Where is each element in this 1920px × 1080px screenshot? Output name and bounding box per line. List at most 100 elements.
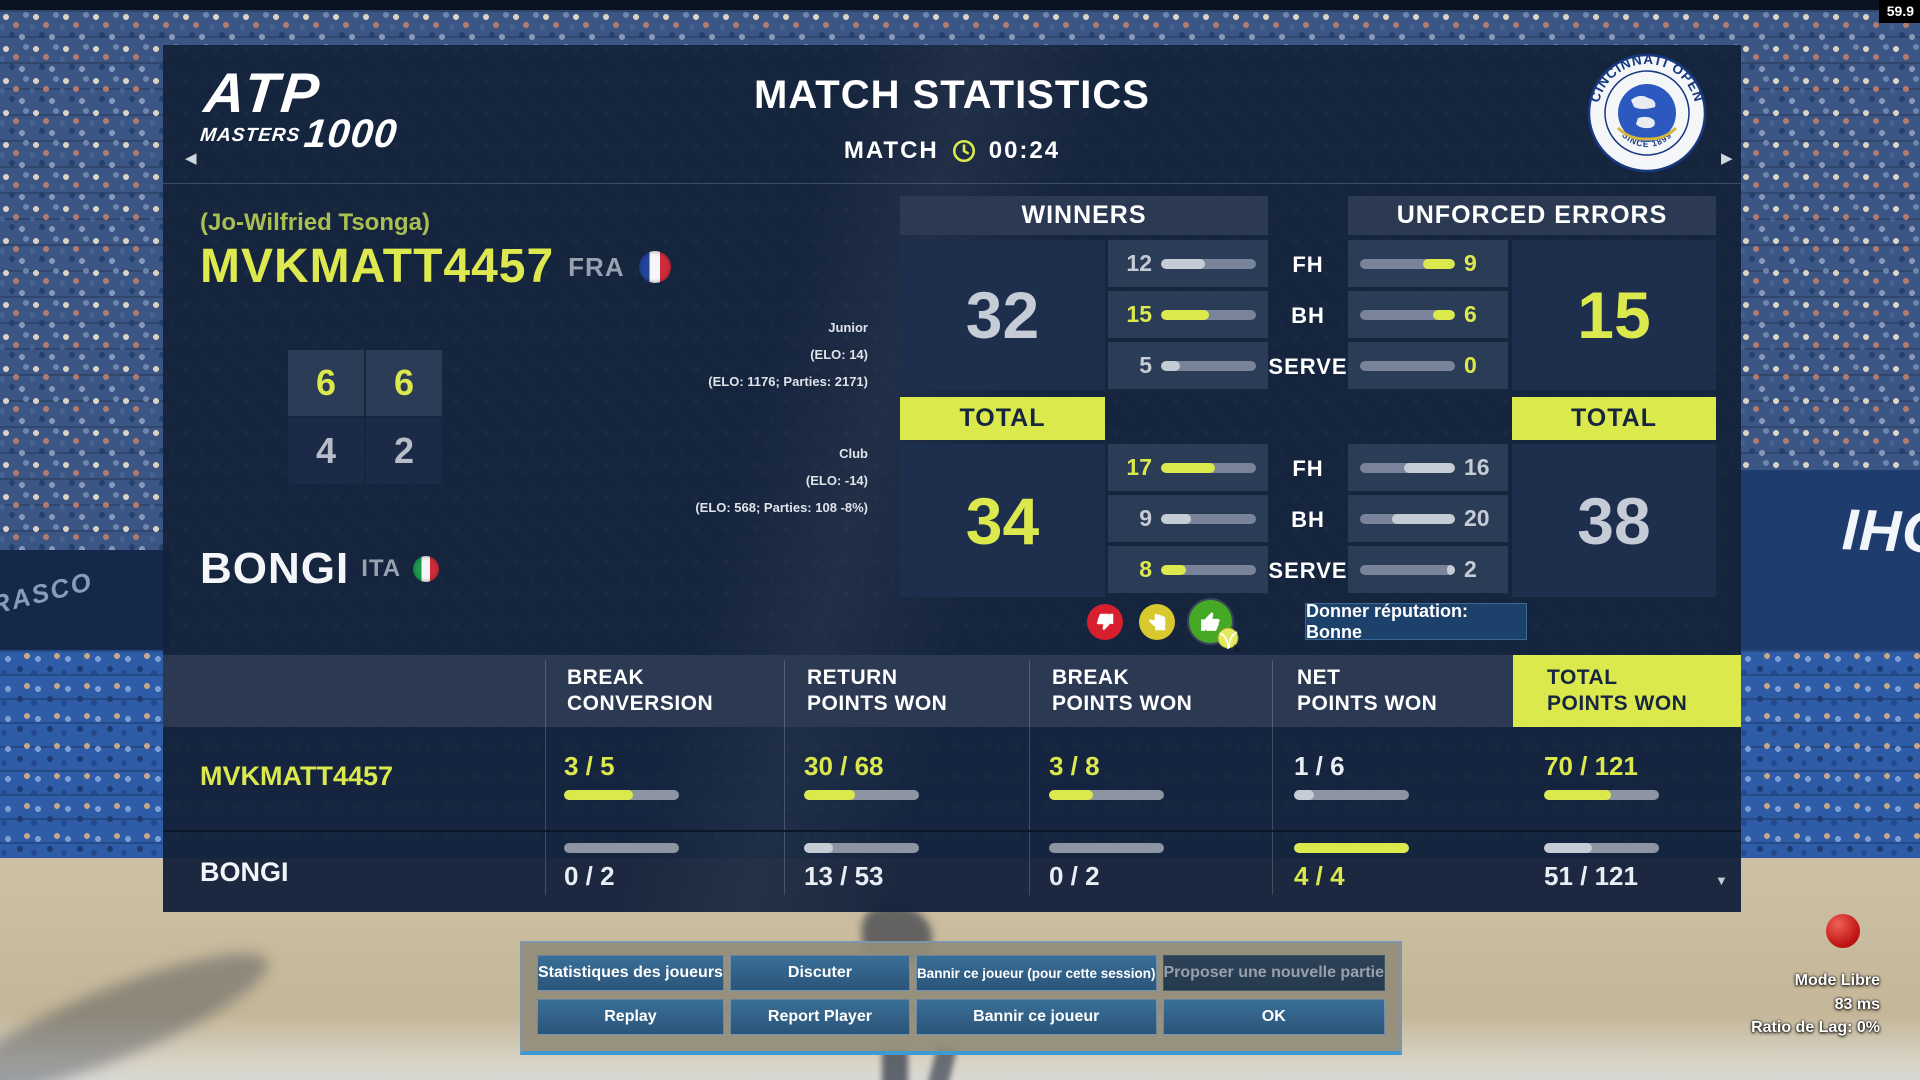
player1-elo-level: Junior [828,320,868,335]
bar-fill [564,790,633,800]
thumbs-down-button[interactable] [1087,604,1123,640]
thumbs-down-icon [1096,613,1114,631]
thumbs-neutral-icon [1148,613,1166,631]
thumbs-neutral-button[interactable] [1139,604,1175,640]
bar-fill [1294,790,1314,800]
report-player-button[interactable]: Report Player [729,999,910,1035]
unforced-p1-total: 15 [1512,240,1716,390]
winners-header: WINNERS [900,196,1268,235]
p2-total-points-won: 51 / 121 [1544,843,1724,892]
player2-elo-delta: (ELO: -14) [805,473,868,488]
player1-name: MVKMATT4457 [200,240,555,293]
p1-return-points-won: 30 / 68 [804,751,984,800]
bar-fill [804,843,833,853]
multiplayer-dialog: Statistiques des joueurs Discuter Bannir… [520,941,1402,1055]
bar-fill [1161,360,1180,371]
player1-elo-detail: (ELO: 1176; Parties: 2171) [708,374,868,389]
bar-fill [1403,462,1455,473]
bar-fill [1294,843,1409,853]
bar-fill [1161,258,1205,269]
player2-elo-info: Club (ELO: -14) (ELO: 568; Parties: 108 … [568,443,868,524]
bar-fill [1049,790,1093,800]
player1-elo-delta: (ELO: 14) [810,347,868,362]
match-label: MATCH [843,137,939,164]
p1-total-points-won: 70 / 121 [1544,751,1724,800]
nav-right-arrow[interactable]: ▶ [1721,150,1733,167]
replay-button[interactable]: Replay [537,999,724,1035]
unforced-p2-serve-bar: 2 [1348,546,1508,593]
set-score-grid: 6 6 4 2 [288,350,442,484]
match-time: 00:24 [988,137,1061,164]
column-divider [1272,660,1273,895]
player2-elo-detail: (ELO: 568; Parties: 108 -8%) [695,500,868,515]
unforced-errors-header: UNFORCED ERRORS [1348,196,1716,235]
bar-fill [1161,564,1186,575]
player-leg-shadow [882,1050,908,1080]
bar-fill [1392,513,1455,524]
page-title: MATCH STATISTICS [754,73,1150,117]
winners-p1-fh-bar: 12 [1108,240,1268,287]
connection-status-icon [1826,914,1860,948]
bar-fill [1161,309,1209,320]
stat-value: 9 [1139,505,1152,531]
stat-value: 6 [1464,301,1477,327]
unforced-p2-fh-bar: 16 [1348,444,1508,491]
propose-new-game-button: Proposer une nouvelle partie [1162,955,1385,991]
bar-fill [804,790,855,800]
bar-fill [1544,790,1611,800]
stat-value: 16 [1464,454,1490,480]
stat-value: 12 [1126,250,1152,276]
winners-p1-bh-bar: 15 [1108,291,1268,338]
ok-button[interactable]: OK [1162,999,1385,1035]
player2-elo-level: Club [839,446,868,461]
column-divider [545,660,546,895]
shot-label-fh: FH [1292,456,1324,481]
tennis-ball-cursor [1216,626,1242,657]
player2-name: BONGI [200,544,350,593]
column-divider [784,660,785,895]
p1-net-points-won: 1 / 6 [1294,751,1474,800]
player-stats-button[interactable]: Statistiques des joueurs [537,955,724,991]
winners-p2-serve-bar: 8 [1108,546,1268,593]
player1-name-row: MVKMATT4457 FRA [200,239,671,295]
column-header-break-points-won: BREAK POINTS WON [1052,666,1193,715]
lag-ratio-label: Ratio de Lag: 0% [1751,1019,1880,1036]
nav-left-arrow[interactable]: ◀ [185,150,197,167]
unforced-total-label: TOTAL [1512,397,1716,440]
ban-player-session-button[interactable]: Bannir ce joueur (pour cette session) [915,955,1157,991]
header-divider [163,183,1741,184]
winners-p1-bars: 12 15 5 [1108,240,1268,389]
bar-fill [1161,462,1216,473]
player2-country-code: ITA [361,555,402,582]
give-reputation-button[interactable]: Donner réputation: Bonne [1305,601,1527,642]
ban-player-button[interactable]: Bannir ce joueur [915,999,1157,1035]
p1-break-points-won: 3 / 8 [1049,751,1229,800]
scroll-down-arrow[interactable]: ▼ [1715,873,1728,888]
column-header-net-points-won: NET POINTS WON [1297,666,1438,715]
winners-p2-bh-bar: 9 [1108,495,1268,542]
table-row-player2-name: BONGI [200,857,289,887]
badge-globe [1618,84,1676,142]
cincinnati-open-badge: CINCINNATI OPEN SINCE 1899 [1586,52,1708,179]
shot-label-serve: SERVE [1268,354,1348,379]
p1-break-conversion: 3 / 5 [564,751,744,800]
p2-set1-score: 4 [288,418,364,484]
column-divider [1029,660,1030,895]
thumbs-up-icon [1201,612,1220,631]
unforced-p1-bars: 9 6 0 [1348,240,1508,389]
winners-p1-serve-bar: 5 [1108,342,1268,389]
left-wall-sponsor-text: RASCO [0,565,96,621]
stat-value: 20 [1464,505,1490,531]
unforced-p2-bars: 16 20 2 [1348,444,1508,593]
shot-label-serve: SERVE [1268,558,1348,583]
p2-break-conversion: 0 / 2 [564,843,744,892]
match-statistics-panel: ATP MASTERS 1000 MATCH STATISTICS MATCH … [163,45,1741,912]
unforced-p1-fh-bar: 9 [1348,240,1508,287]
bar-fill [1433,309,1455,320]
chat-button[interactable]: Discuter [729,955,910,991]
p2-net-points-won: 4 / 4 [1294,843,1474,892]
stats-table-header: BREAK CONVERSION RETURN POINTS WON BREAK PO… [163,655,1741,727]
italy-flag-icon [413,556,440,582]
stat-value: 15 [1126,301,1152,327]
